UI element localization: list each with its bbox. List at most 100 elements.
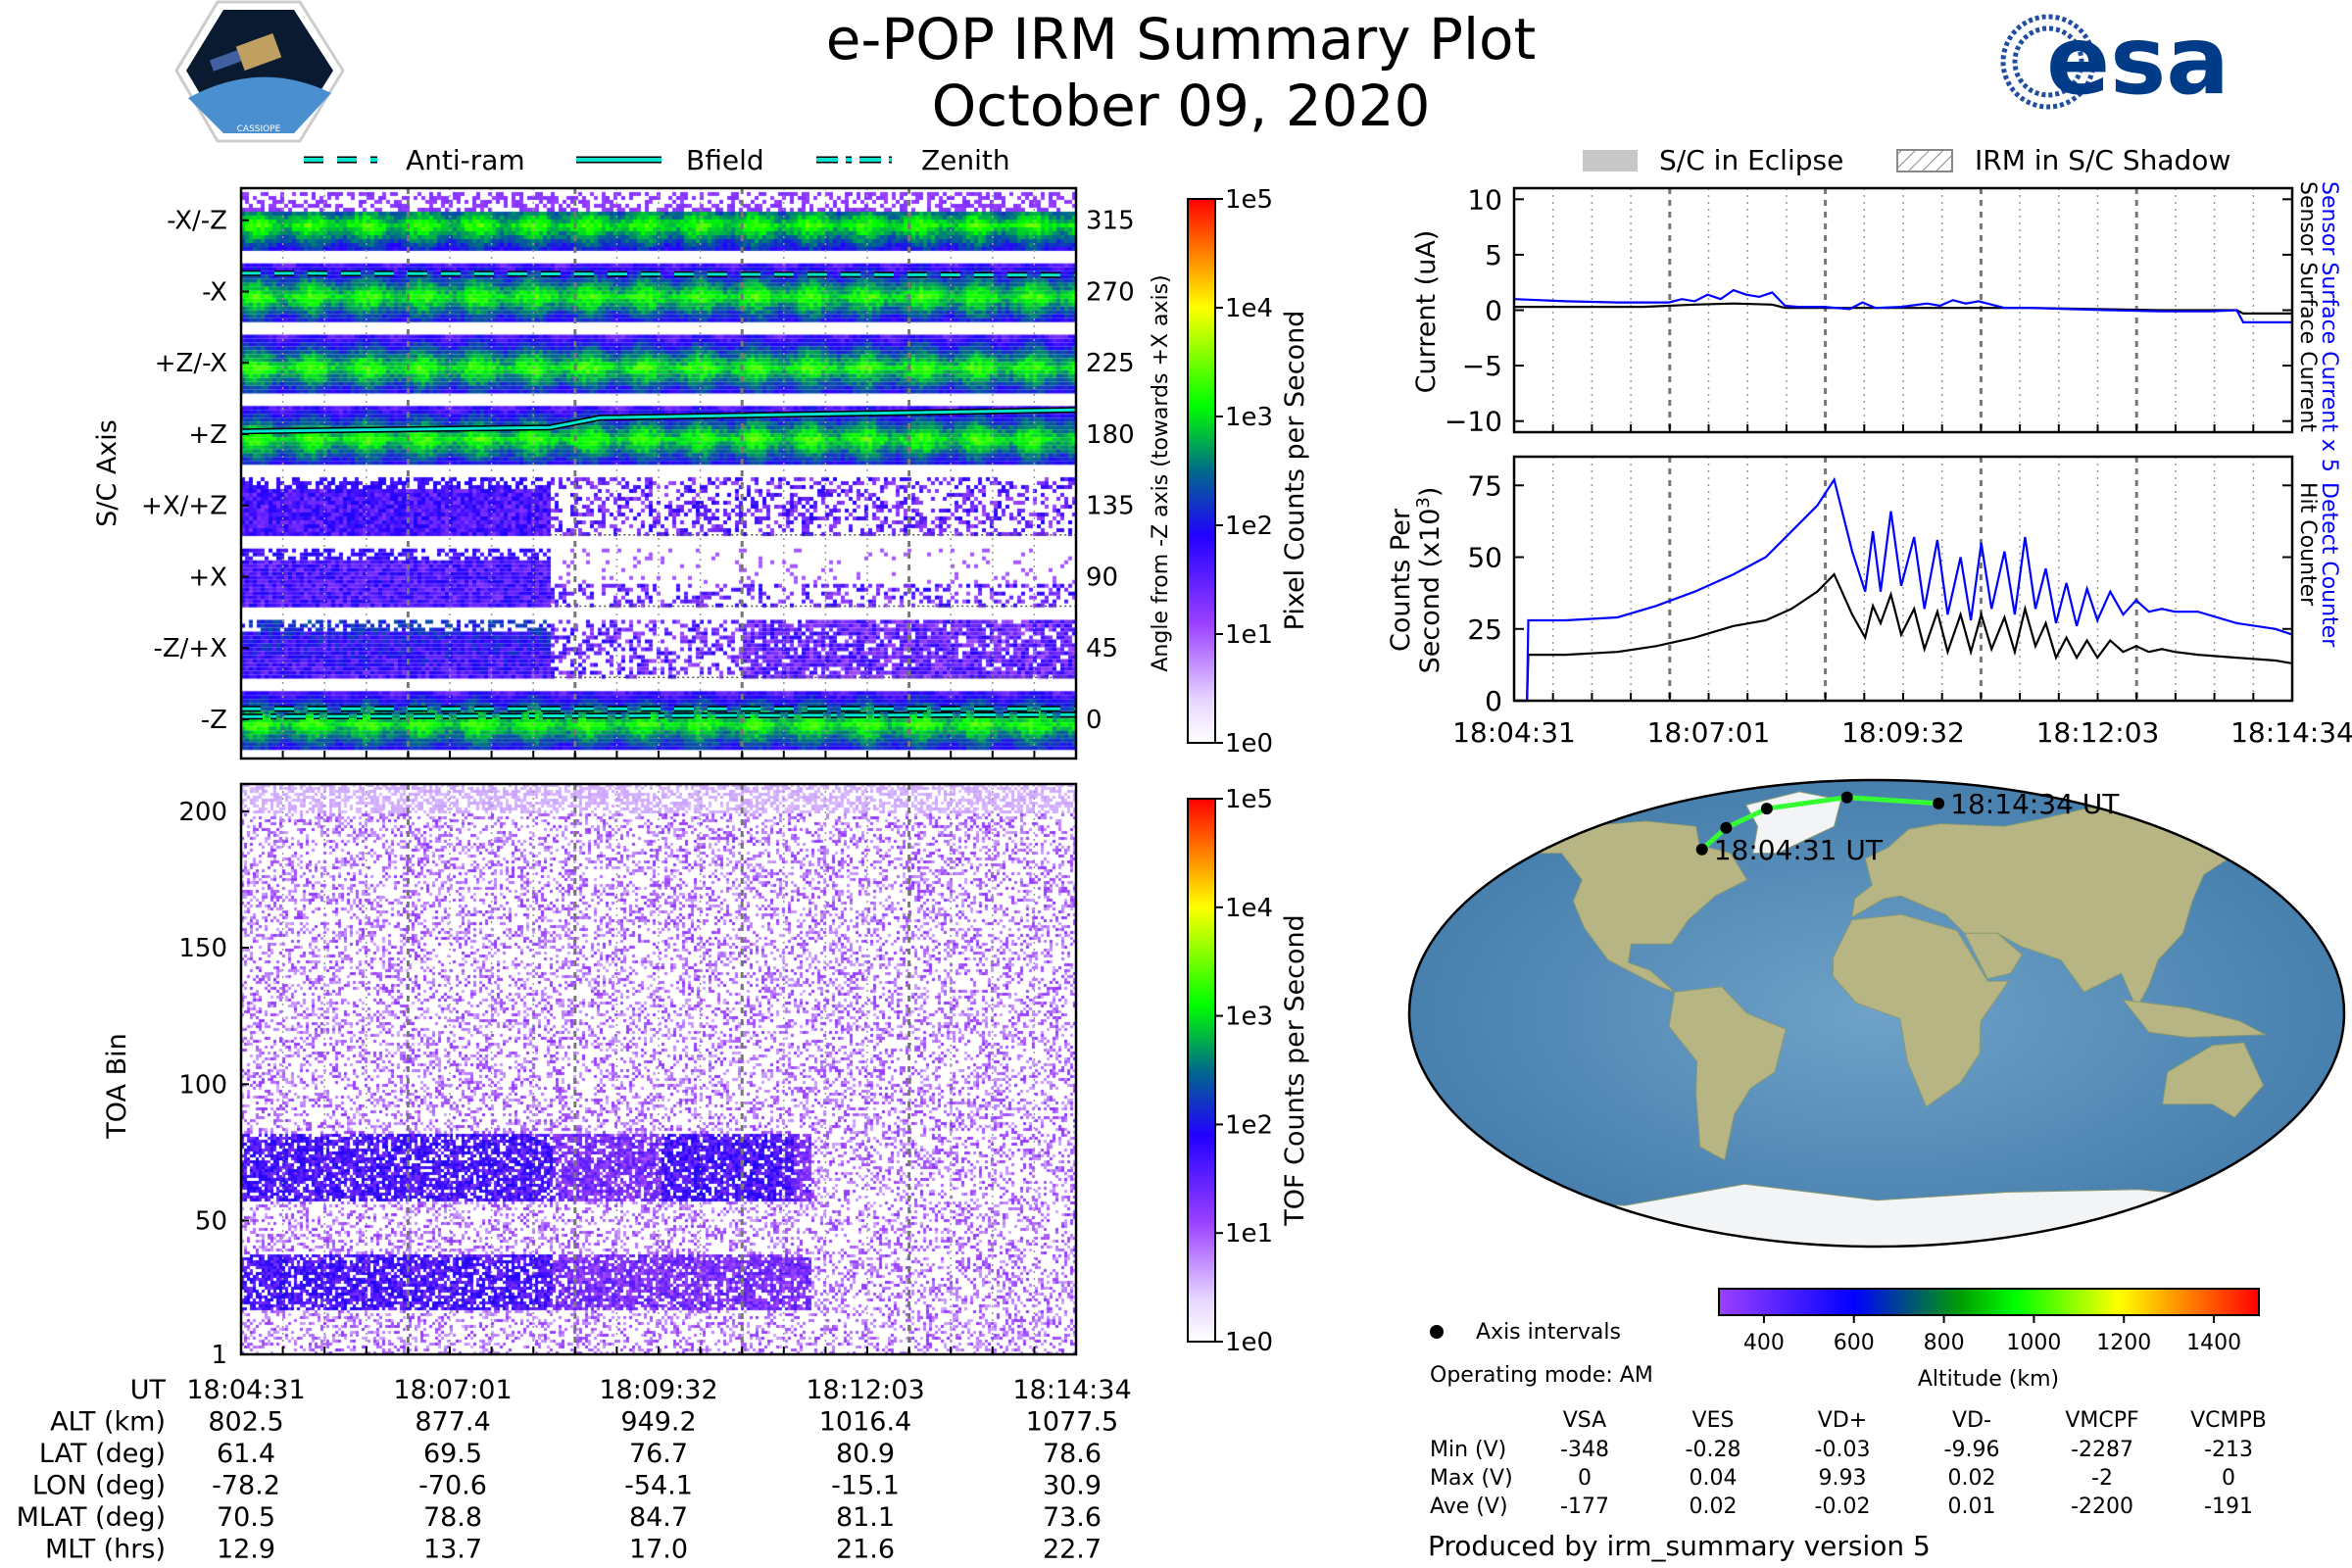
voltage-column-header: VMCPF [2065, 1408, 2138, 1433]
position-row-label: UT [130, 1375, 167, 1405]
counts-plot: 75 50 25 018:04:31 18:07:01 18:09:32 18:12:03 1… [1452, 455, 2352, 749]
axis-interval-marker-icon [1760, 803, 1773, 815]
track-end-label: 18:14:34 UT [1950, 788, 2120, 820]
esa-logo-text: esa [2046, 6, 2230, 116]
colorbar-tick-label: 400 [1743, 1331, 1785, 1355]
colorbar-tick-label: 1e4 [1225, 294, 1273, 323]
position-row-label: ALT (km) [50, 1407, 166, 1438]
legend-label: Zenith [921, 144, 1010, 176]
position-cell: 80.9 [836, 1439, 895, 1469]
x-tick-label: 18:12:03 [2036, 716, 2160, 749]
row-label: -Z [201, 706, 227, 735]
colorbar-tick-label: 1e5 [1225, 785, 1273, 814]
colorbar-tick-label: 1e1 [1225, 620, 1273, 650]
row-angle-label: 225 [1086, 349, 1135, 378]
position-row-label: MLT (hrs) [45, 1535, 166, 1565]
axis-intervals-label: Axis intervals [1476, 1320, 1621, 1345]
legend-eclipse: S/C in Eclipse [1583, 144, 1843, 176]
position-cell: 949.2 [620, 1407, 696, 1438]
esa-logo: esa [2000, 6, 2230, 116]
voltage-cell: -2 [2091, 1466, 2113, 1491]
position-row-label: MLAT (deg) [17, 1502, 166, 1533]
series-line-sensor-surface-current-x-5 [1513, 288, 2292, 323]
current-black-series-label: Sensor Surface Current [2295, 181, 2320, 432]
row-label: -X/-Z [167, 207, 227, 236]
axes-frame [239, 782, 1078, 1356]
voltage-column-header: VD- [1952, 1408, 1991, 1433]
legend-label: Anti-ram [406, 144, 525, 176]
position-cell: 18:04:31 [186, 1375, 305, 1405]
y-tick-label: −10 [1445, 406, 1502, 438]
row-angle-label: 90 [1086, 563, 1118, 592]
tof-colorbar-label: TOF Counts per Second [1280, 914, 1310, 1227]
axis-interval-marker-icon [1430, 1325, 1444, 1339]
cassiope-logo-text: CASSIOPE [237, 124, 281, 134]
altitude-colorbar-label: Altitude (km) [1918, 1367, 2059, 1392]
pixel-colorbar-label: Pixel Counts per Second [1280, 311, 1310, 631]
voltage-cell: -2287 [2071, 1438, 2133, 1462]
axis-interval-marker-icon [1720, 821, 1733, 834]
track-start-label: 18:04:31 UT [1714, 834, 1884, 866]
counts-blue-series-label: Detect Counter [2317, 482, 2341, 648]
pixel-colorbar: 1e0 1e1 1e2 1e3 1e4 1e5 [1187, 185, 1273, 759]
position-cell: 1077.5 [1026, 1407, 1118, 1438]
y-tick-label: 200 [178, 798, 227, 827]
colorbar-tick-label: 1e2 [1225, 512, 1273, 541]
y-tick-label: 0 [1485, 685, 1502, 717]
y-tick-label: 75 [1467, 469, 1502, 502]
counts-axis-label-line2: Second (x103) [1413, 487, 1446, 674]
voltage-row-label: Ave (V) [1430, 1494, 1508, 1519]
series-line-detect-counter [1514, 476, 2293, 703]
landmass-indonesia [2122, 999, 2268, 1039]
y-tick-label: 25 [1467, 613, 1502, 646]
x-tick-label: 18:14:34 [2230, 716, 2352, 749]
row-angle-label: 270 [1086, 277, 1135, 307]
y-tick-label: 5 [1485, 239, 1502, 271]
legend-label: S/C in Eclipse [1659, 144, 1843, 176]
voltage-column-header: VD+ [1818, 1408, 1867, 1433]
position-cell: 30.9 [1043, 1471, 1102, 1501]
landmass-north-america [1504, 820, 1748, 993]
landmass-australia [2162, 1042, 2265, 1118]
position-cell: 18:07:01 [393, 1375, 512, 1405]
position-cell: -54.1 [624, 1471, 693, 1501]
voltage-cell: -213 [2204, 1438, 2253, 1462]
altitude-colorbar: 400 600 800 1000 1200 1400 Altitude (km) [1718, 1288, 2260, 1392]
y-tick-label: 0 [1485, 295, 1502, 327]
row-label: -X [202, 277, 227, 307]
legend-zenith: Zenith [816, 144, 1010, 176]
series-line-hit-counter [1514, 572, 2293, 703]
position-table: UT 18:04:31 18:07:01 18:09:32 18:12:03 18:14:… [17, 1375, 1132, 1565]
position-cell: 12.9 [217, 1535, 275, 1565]
position-cell: -70.6 [418, 1471, 487, 1501]
voltage-cell: -0.02 [1815, 1494, 1871, 1519]
axes-frame [1512, 455, 2294, 703]
y-tick-label: 1 [211, 1341, 227, 1370]
voltage-column-header: VES [1692, 1408, 1735, 1433]
row-angle-label: 45 [1086, 634, 1118, 663]
legend-label: IRM in S/C Shadow [1975, 144, 2230, 176]
colorbar-tick-label: 1200 [2096, 1331, 2151, 1355]
position-cell: 76.7 [629, 1439, 688, 1469]
colorbar-tick-label: 1e0 [1225, 1328, 1273, 1357]
position-cell: 73.6 [1043, 1502, 1102, 1533]
position-cell: 1016.4 [819, 1407, 911, 1438]
bfield-line [240, 408, 1077, 433]
voltage-cell: -191 [2204, 1494, 2253, 1519]
ground-track-map: 18:04:31 UT 18:14:34 UT [1407, 778, 2346, 1249]
position-cell: 69.5 [423, 1439, 482, 1469]
position-cell: -15.1 [831, 1471, 900, 1501]
colorbar-tick-label: 1400 [2186, 1331, 2241, 1355]
x-tick-label: 18:04:31 [1452, 716, 1576, 749]
legend-label: Bfield [686, 144, 764, 176]
y-tick-label: 10 [1467, 183, 1502, 216]
row-label: +Z [188, 420, 227, 450]
y-tick-label: 50 [195, 1207, 227, 1237]
colorbar-tick-label: 1000 [2006, 1331, 2061, 1355]
voltage-column-header: VSA [1563, 1408, 1606, 1433]
anti-ram-line [240, 271, 1077, 277]
legend-bfield: Bfield [576, 144, 764, 176]
colorbar-tick-label: 1e1 [1225, 1219, 1273, 1249]
voltage-table: VSA VES VD+ VD- VMCPF VCMPB Min (V) -348 -0.28 -0… [1430, 1408, 2267, 1519]
